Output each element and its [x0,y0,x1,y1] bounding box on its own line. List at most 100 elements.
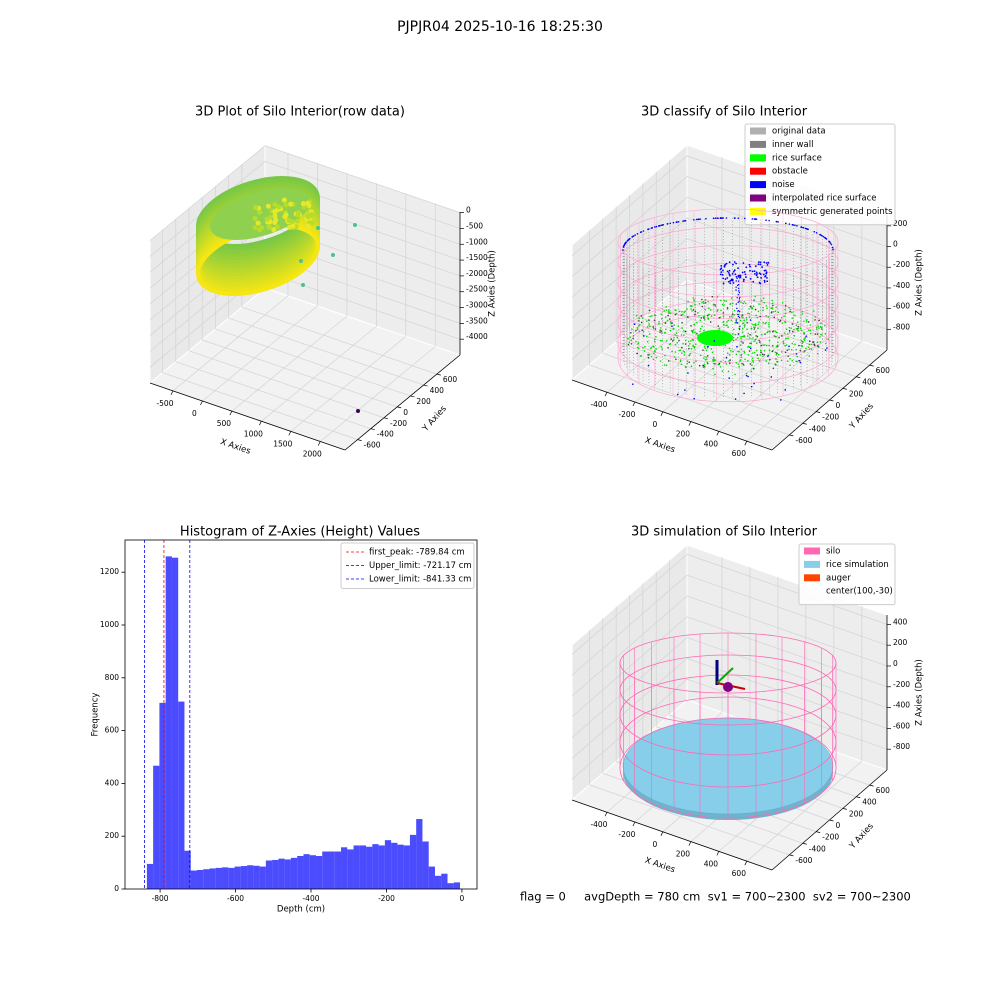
bar [416,819,423,889]
rice-point [819,336,821,338]
z-tick-label: -500 [466,221,483,230]
obstacle-point [736,297,738,299]
rice-point [714,304,717,306]
grid-line [175,361,371,430]
noise-point [808,340,811,343]
rice-point [704,298,707,301]
rice-point [675,312,678,315]
rice-point [775,353,778,356]
legend-swatch [750,127,766,135]
rice-point [740,354,742,357]
y-tick-label: 600 [876,366,891,375]
rice-point [665,309,668,312]
rice-point [649,315,652,318]
rice-point [691,338,694,341]
rice-point [777,311,780,314]
rice-point [729,362,731,365]
rice-point [678,310,681,313]
point-cloud [299,259,303,263]
rice-point [793,335,796,337]
noise-point [722,282,725,285]
noise-point [763,281,766,283]
noise-point [756,273,758,275]
rice-point [778,336,780,339]
x-tick-label: -400 [590,400,607,409]
rice-point [652,358,655,361]
obstacle-point [735,322,737,324]
rice-point [683,330,685,332]
rice-point [782,342,785,345]
rice-point [764,344,766,346]
noise-point [806,228,808,230]
noise-point [745,374,748,377]
rice-point [636,328,639,331]
rice-point [808,355,810,357]
bar [347,849,354,889]
tick-mark [397,406,402,409]
noise-point [676,393,679,396]
noise-point [755,271,758,274]
rice-point [803,333,805,335]
rice-point [681,346,683,349]
noise-point [696,218,698,221]
rice-point [690,365,693,368]
legend-label: obstacle [772,167,808,177]
y-tick-label: 0 [403,408,408,417]
obstacle-point [739,325,741,328]
obstacle-point [736,307,738,310]
noise-point [698,218,700,221]
rice-point [735,338,737,341]
rice-point [771,302,774,305]
bar [265,860,273,889]
rice-point [774,363,776,365]
rice-point [798,344,800,347]
noise-point [751,218,754,220]
rice-point [796,360,798,363]
rice-point [752,323,754,326]
noise-point [739,274,742,277]
rice-point [752,361,755,363]
noise-point [744,273,747,276]
rice-point [769,331,771,333]
point-cloud [257,209,263,215]
noise-point [744,217,746,220]
point-cloud [353,223,357,227]
rice-point [729,359,731,361]
obstacle-point [737,315,740,318]
rice-point [765,344,768,347]
silo-wire [619,674,837,756]
rice-point [743,324,746,327]
rice-point [739,359,742,361]
legend-label: Lower_limit: -841.33 cm [369,575,471,585]
rice-point [824,324,826,327]
rice-point [638,320,640,322]
bar [284,859,291,889]
rice-point [768,322,770,324]
rice-point [827,338,829,340]
rice-point [726,352,729,355]
rice-point [688,361,691,364]
rice-point [810,332,812,335]
rice-point [692,331,694,334]
rice-point [694,343,697,346]
tick-mark [604,392,608,397]
rice-point [686,360,689,363]
legend-label: rice simulation [826,560,889,570]
noise-point [634,234,636,236]
rice-point [753,328,756,330]
rice-point [740,340,743,343]
rice-point [670,338,673,340]
rice-point [808,343,810,346]
y-tick-label: 200 [849,809,864,818]
rice-point [693,361,695,364]
noise-point [684,219,687,222]
bar [272,859,279,889]
z-tick-label: -4000 [466,332,488,341]
bar [384,840,392,889]
noise-point [725,356,728,359]
legend-swatch [750,181,766,189]
tick-mark [716,851,720,856]
rice-point [659,339,662,342]
rice-point [682,342,684,345]
